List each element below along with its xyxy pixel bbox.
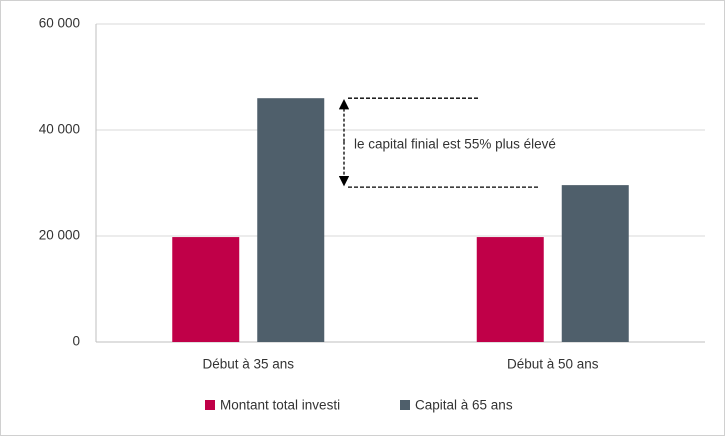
- legend-label: Montant total investi: [220, 398, 340, 413]
- bar: [476, 237, 544, 342]
- bar: [561, 185, 629, 342]
- annotation: le capital finial est 55% plus élevé: [354, 137, 556, 152]
- legend-swatch: [400, 400, 410, 410]
- x-tick-label: Début à 50 ans: [507, 357, 599, 372]
- legend-label: Capital à 65 ans: [415, 398, 513, 413]
- x-tick-label: Début à 35 ans: [202, 357, 294, 372]
- legend-swatch: [205, 400, 215, 410]
- bar: [257, 98, 325, 342]
- y-tick-label: 40 000: [39, 122, 80, 137]
- y-tick-label: 60 000: [39, 16, 80, 31]
- bar: [172, 237, 240, 342]
- y-tick-label: 20 000: [39, 228, 80, 243]
- y-tick-label: 0: [72, 334, 80, 349]
